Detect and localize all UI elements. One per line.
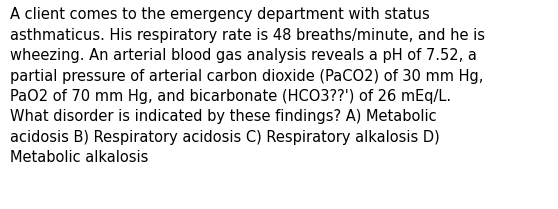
Text: A client comes to the emergency department with status
asthmaticus. His respirat: A client comes to the emergency departme… — [10, 7, 485, 165]
